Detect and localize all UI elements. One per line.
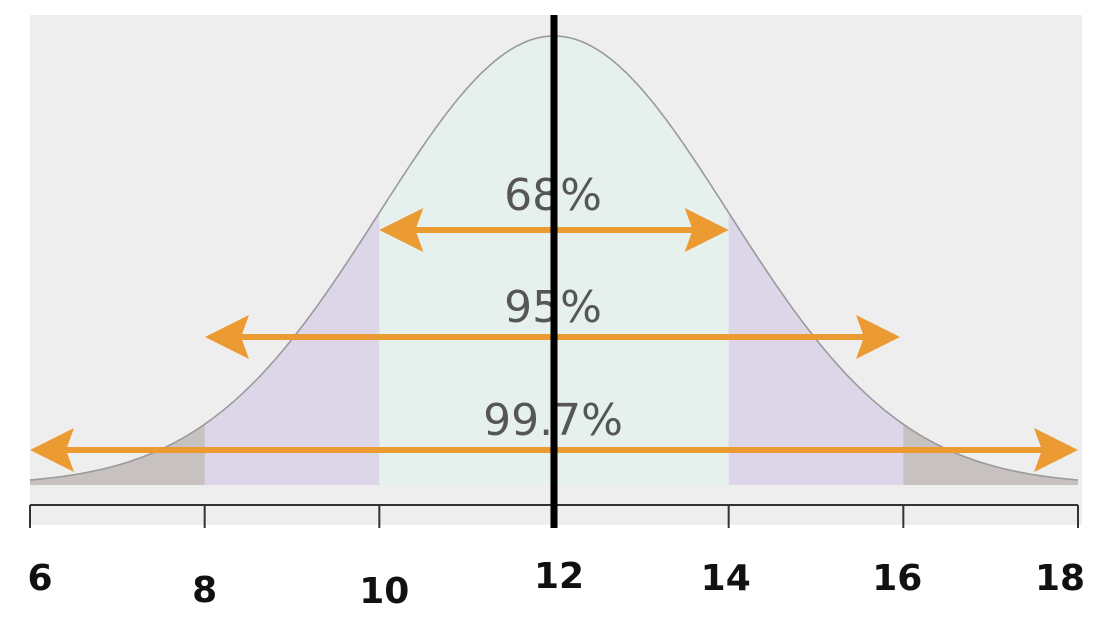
tick-label-18: 18 xyxy=(1035,558,1085,599)
arrow-99-7-percent-left-head xyxy=(30,428,74,472)
range-arrows xyxy=(30,208,1078,472)
tick-label-6: 6 xyxy=(27,558,52,599)
arrow-95-percent-left-head xyxy=(205,315,249,359)
tick-label-16: 16 xyxy=(872,558,922,599)
arrow-68-percent-left-head xyxy=(379,208,424,252)
x-tick-labels: 6 8 10 12 14 16 18 xyxy=(27,556,1085,612)
tick-label-10: 10 xyxy=(359,571,409,612)
tick-label-8: 8 xyxy=(192,570,217,611)
tick-label-12: 12 xyxy=(534,556,584,597)
arrow-99-7-percent-right-head xyxy=(1034,428,1078,472)
tick-label-14: 14 xyxy=(701,558,751,599)
arrow-68-percent-right-head xyxy=(684,208,729,252)
arrow-95-percent-right-head xyxy=(856,315,900,359)
